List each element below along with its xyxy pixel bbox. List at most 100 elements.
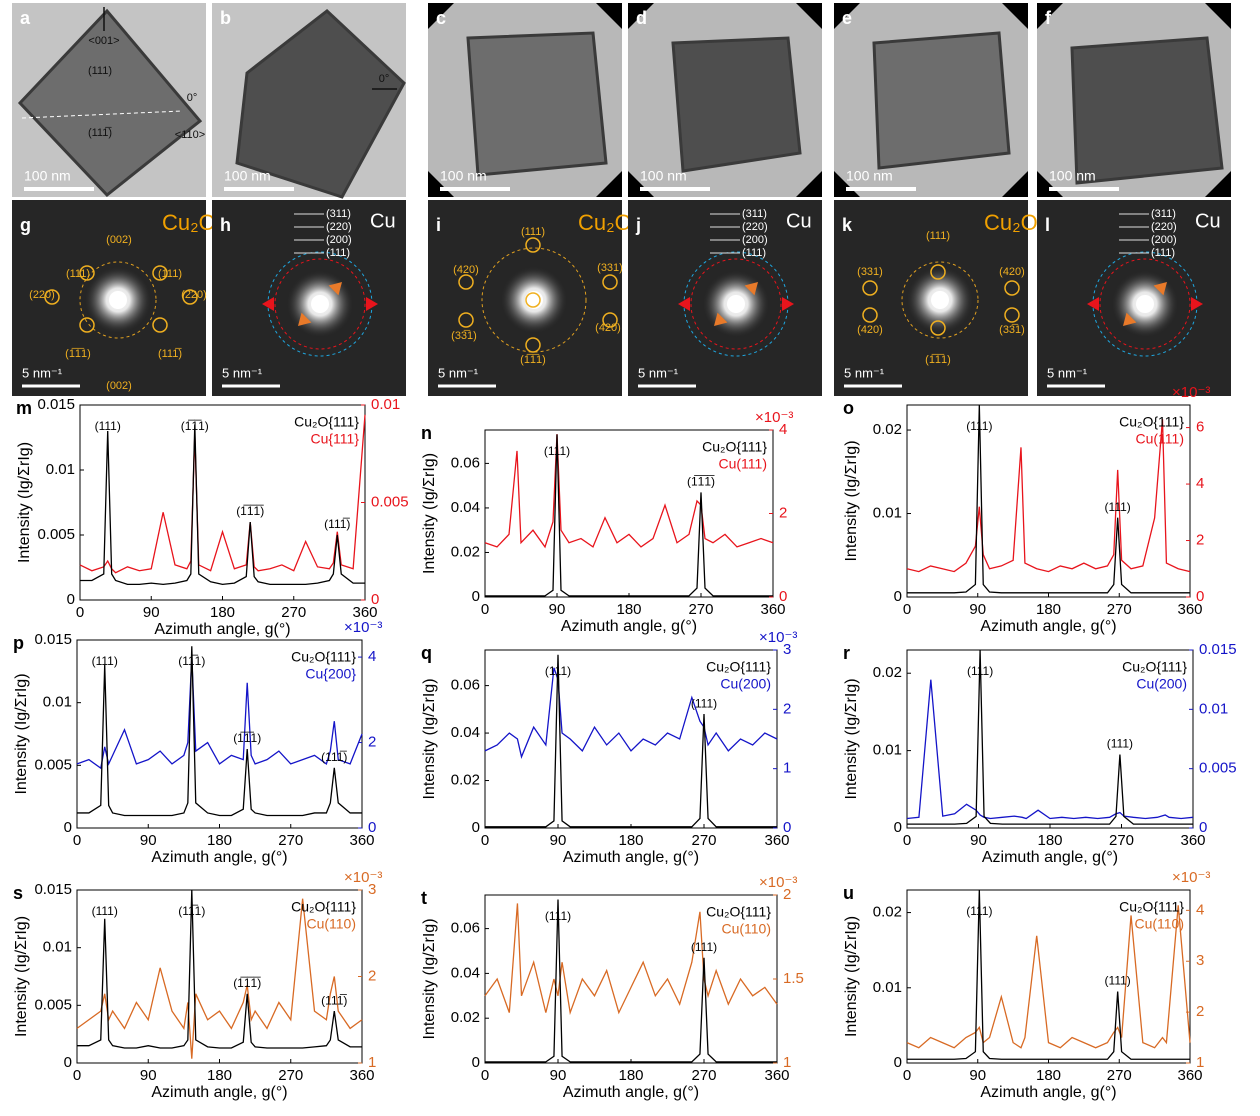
ring-label: (200) xyxy=(742,234,768,246)
peak-label: (1̅1̅1) xyxy=(233,731,261,745)
spot-label: (220) xyxy=(29,289,55,301)
spot-label: (111̅) xyxy=(158,348,182,360)
y2-multiplier: ×10⁻³ xyxy=(759,629,797,646)
x-tick-label: 270 xyxy=(281,604,306,621)
x-tick-label: 0 xyxy=(481,1067,489,1084)
y2-tick-label: 0 xyxy=(1196,588,1204,605)
y-tick-label: 0.06 xyxy=(451,677,480,694)
y2-tick-label: 0 xyxy=(779,588,787,605)
x-tick-label: 0 xyxy=(76,604,84,621)
scale-bar-label: 5 nm⁻¹ xyxy=(638,365,679,380)
x-axis-label: Azimuth angle, g(°) xyxy=(563,849,699,866)
ring-label: (111) xyxy=(1151,247,1175,259)
legend-entry: Cu(111) xyxy=(1135,431,1184,447)
scale-bar-label: 100 nm xyxy=(640,168,687,184)
peak-label: (111̅) xyxy=(324,517,350,531)
peak-label: (111) xyxy=(92,654,118,668)
spot-label: (331) xyxy=(597,262,623,274)
particle xyxy=(1072,38,1222,183)
y-tick-label: 0.04 xyxy=(451,499,480,516)
y2-tick-label: 0.01 xyxy=(371,396,400,413)
x-tick-label: 90 xyxy=(969,601,986,618)
x-axis-label: Azimuth angle, g(°) xyxy=(980,618,1116,635)
data-line xyxy=(80,425,365,585)
legend-entry: Cu(200) xyxy=(720,676,771,692)
y2-tick-label: 1 xyxy=(783,1054,791,1071)
peak-label: (111) xyxy=(1107,737,1133,751)
tem-panel: f100 nm xyxy=(1037,3,1231,197)
y2-tick-label: 2 xyxy=(779,504,787,521)
y-axis-label: Intensity (Ig/ΣrIg) xyxy=(843,440,860,561)
y2-tick-label: 4 xyxy=(1196,475,1204,492)
spot-label: (33̅1) xyxy=(999,324,1025,336)
tem-panel: e100 nm xyxy=(834,3,1028,197)
central-spot xyxy=(727,295,745,313)
y-tick-label: 0.005 xyxy=(34,756,72,773)
legend-entry: Cu₂O{111} xyxy=(706,659,771,675)
y2-tick-label: 2 xyxy=(368,734,376,751)
x-tick-label: 90 xyxy=(143,604,160,621)
y2-tick-label: 1 xyxy=(368,1054,376,1071)
y2-multiplier: ×10⁻³ xyxy=(1172,869,1210,886)
ring-label: (311) xyxy=(326,208,351,220)
legend-entry: Cu(110) xyxy=(721,921,771,937)
x-tick-label: 90 xyxy=(549,601,566,618)
spot-label: (420) xyxy=(857,324,883,336)
scale-bar-label: 5 nm⁻¹ xyxy=(1047,365,1088,380)
x-tick-label: 270 xyxy=(691,1067,716,1084)
x-tick-label: 180 xyxy=(1036,1067,1061,1084)
x-tick-label: 0 xyxy=(903,1067,911,1084)
y-tick-label: 0.015 xyxy=(37,396,75,413)
x-tick-label: 270 xyxy=(1107,1067,1132,1084)
crystal-annotation: (111̅) xyxy=(88,127,112,139)
y2-tick-label: 3 xyxy=(1196,952,1204,969)
y-axis-label: Intensity (Ig/ΣrIg) xyxy=(421,678,438,799)
legend-entry: Cu(200) xyxy=(1136,676,1187,692)
y2-tick-label: 0 xyxy=(371,591,379,608)
ring-label: (311) xyxy=(742,208,767,220)
legend-entry: Cu{111} xyxy=(310,431,359,447)
panel-label: o xyxy=(843,398,854,418)
y-tick-label: 0.02 xyxy=(451,1009,480,1026)
x-axis-label: Azimuth angle, g(°) xyxy=(154,621,290,638)
crystal-annotation: <110> xyxy=(175,129,205,141)
y-tick-label: 0.06 xyxy=(451,920,480,937)
x-tick-label: 270 xyxy=(1107,601,1132,618)
central-spot xyxy=(311,295,329,313)
y-tick-label: 0 xyxy=(64,1054,72,1071)
x-tick-label: 180 xyxy=(1036,601,1061,618)
peak-label: (1̅1̅1̅) xyxy=(687,475,715,489)
phase-label: Cu xyxy=(786,210,812,232)
y-axis-label: Intensity (Ig/ΣrIg) xyxy=(13,673,30,794)
panel-label: d xyxy=(636,8,647,28)
panel-label: h xyxy=(220,215,231,235)
y-tick-label: 0.01 xyxy=(873,979,902,996)
y-tick-label: 0.02 xyxy=(873,904,902,921)
x-tick-label: 0 xyxy=(481,832,489,849)
phase-label: Cu₂O xyxy=(162,210,216,235)
panel-label: i xyxy=(436,215,441,235)
y2-multiplier: ×10⁻³ xyxy=(755,409,793,426)
legend-entry: Cu(110) xyxy=(1134,916,1184,932)
y-tick-label: 0 xyxy=(472,588,480,605)
y-tick-label: 0.01 xyxy=(873,742,902,759)
y2-tick-label: 1.5 xyxy=(783,970,804,987)
panel-label: t xyxy=(421,888,427,908)
y-tick-label: 0 xyxy=(894,819,902,836)
particle xyxy=(468,33,606,175)
spot-label: (220) xyxy=(181,289,207,301)
diffraction-panel: (331)(111)(420)(420)(1̅1̅1)(33̅1)Cu₂Ok5 … xyxy=(834,200,1038,396)
x-tick-label: 90 xyxy=(140,1067,157,1084)
panel-label: r xyxy=(843,643,850,663)
tem-panel: d 100 nm xyxy=(628,3,822,197)
legend-entry: Cu(110) xyxy=(306,916,356,932)
legend-entry: Cu₂O{111} xyxy=(291,649,356,665)
y2-tick-label: 0.005 xyxy=(371,493,409,510)
legend-entry: Cu₂O{111} xyxy=(1122,659,1187,675)
spot-label: (1̅1̅1) xyxy=(65,348,91,360)
scale-bar-label: 5 nm⁻¹ xyxy=(22,365,63,380)
y-tick-label: 0 xyxy=(894,588,902,605)
scale-bar-label: 100 nm xyxy=(24,168,71,184)
y-tick-label: 0.02 xyxy=(873,664,902,681)
